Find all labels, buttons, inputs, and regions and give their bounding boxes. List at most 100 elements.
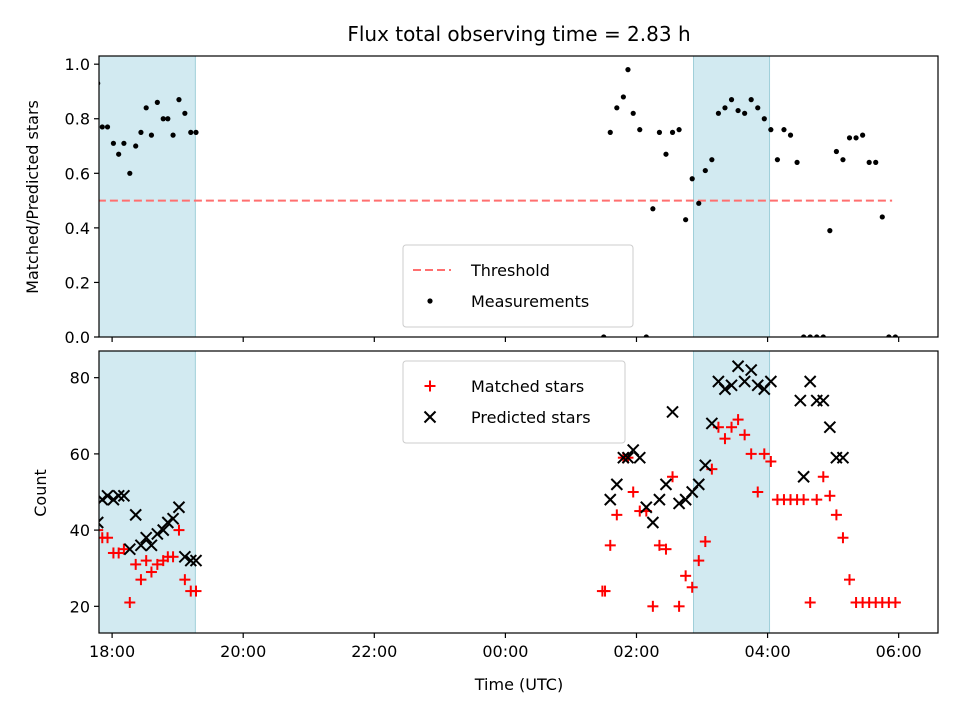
data-point [683, 217, 689, 223]
x-tick-label: 06:00 [876, 642, 922, 661]
data-point [837, 532, 849, 544]
data-point [148, 132, 155, 138]
x-tick-label: 20:00 [220, 642, 266, 661]
data-point [731, 360, 745, 373]
data-point [758, 448, 770, 460]
axes-frame-1 [98, 350, 939, 634]
data-point [830, 509, 842, 521]
data-point [104, 124, 111, 130]
data-point [667, 471, 679, 483]
data-point [840, 157, 846, 163]
data-point [99, 516, 104, 529]
y-tick-label: 20 [70, 597, 90, 616]
data-point [653, 539, 665, 551]
data-point [719, 433, 731, 445]
data-point [82, 567, 93, 578]
y-axis-label-top: Matched/Predicted stars [23, 100, 42, 294]
data-point [798, 494, 810, 506]
legend-marker [424, 380, 436, 392]
legend-1: Matched stars Predicted stars [402, 360, 626, 444]
data-point [676, 127, 682, 133]
data-point [814, 334, 820, 337]
data-point [646, 516, 660, 529]
legend-label: Measurements [471, 292, 589, 311]
data-point [807, 334, 813, 337]
data-point [836, 451, 850, 464]
data-point [102, 532, 114, 544]
data-point [699, 536, 711, 548]
data-point [735, 107, 741, 114]
data-point [709, 157, 715, 163]
data-point [803, 375, 817, 388]
data-point [617, 451, 630, 464]
data-point [672, 497, 686, 510]
data-point [774, 157, 781, 163]
data-point [178, 550, 192, 563]
data-point [866, 159, 872, 165]
data-point [139, 531, 153, 544]
data-point [794, 394, 807, 407]
data-point [817, 394, 830, 407]
data-point [154, 99, 160, 105]
data-point [121, 140, 127, 146]
series-measurements [99, 67, 898, 337]
data-point [659, 478, 673, 491]
data-point [761, 116, 767, 122]
series-matched-stars [82, 414, 901, 612]
data-point [134, 539, 148, 552]
data-point [87, 559, 98, 570]
data-point [118, 543, 130, 555]
data-point [143, 105, 149, 111]
data-point [640, 501, 653, 514]
data-point [663, 151, 669, 157]
data-point [145, 539, 158, 552]
data-point [715, 110, 722, 116]
y-tick-label: 0.0 [65, 328, 90, 347]
data-point [787, 132, 794, 138]
data-point [601, 334, 607, 337]
data-point [680, 570, 692, 582]
data-point [853, 135, 859, 141]
data-point [689, 176, 695, 182]
data-point [732, 414, 744, 426]
x-tick-label: 02:00 [613, 642, 659, 661]
plot-area-0 [99, 56, 898, 337]
x-tick-label: 04:00 [745, 642, 791, 661]
data-point [811, 494, 823, 506]
data-point [145, 566, 157, 578]
data-point [116, 151, 122, 157]
legend-0: Threshold Measurements [402, 244, 634, 328]
y-tick-label: 0.4 [65, 219, 90, 238]
data-point [765, 456, 777, 468]
data-point [781, 127, 787, 133]
data-point [117, 489, 131, 503]
data-point [744, 363, 758, 377]
data-point [161, 516, 175, 529]
legend-label: Matched stars [471, 377, 584, 396]
data-point [99, 124, 105, 130]
x-axis-label: Time (UTC) [474, 675, 563, 694]
data-point [844, 574, 856, 586]
axes-frame-0 [98, 55, 939, 338]
data-point [804, 597, 816, 609]
data-point [621, 451, 635, 464]
data-point [692, 478, 705, 491]
data-point [637, 127, 643, 133]
data-point [160, 116, 166, 122]
data-point [755, 105, 761, 111]
data-point [892, 334, 898, 337]
legend-marker [427, 298, 433, 304]
data-point [625, 67, 631, 73]
data-point [173, 524, 185, 536]
data-point [742, 110, 748, 116]
plot-area-1 [82, 351, 901, 633]
data-point [745, 448, 757, 460]
x-tick-label: 18:00 [89, 642, 135, 661]
observing-window-0 [99, 56, 196, 337]
data-point [189, 554, 203, 567]
data-point [699, 459, 712, 472]
data-point [138, 129, 144, 135]
data-point [627, 486, 639, 498]
data-point [166, 512, 180, 525]
data-point [860, 132, 866, 138]
